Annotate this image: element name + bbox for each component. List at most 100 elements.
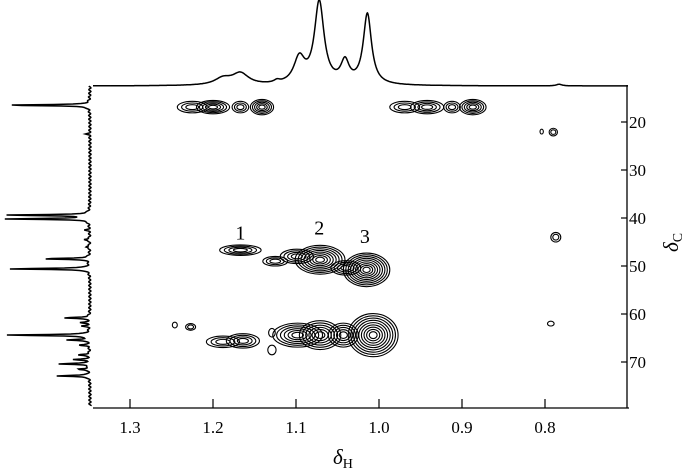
contour-level <box>466 103 480 112</box>
contour-level <box>195 99 231 115</box>
contour-level <box>546 320 555 327</box>
contour-level <box>458 98 487 116</box>
y-tick-label: 40 <box>629 209 646 228</box>
contour-level <box>198 101 228 114</box>
peak-label-3: 3 <box>360 226 370 248</box>
contour-level <box>463 101 482 113</box>
contour-level <box>287 251 307 261</box>
contour-level <box>223 245 258 255</box>
contour-level <box>272 322 324 348</box>
contour-level <box>301 322 339 348</box>
contour-level <box>417 102 437 112</box>
cross-peak <box>546 320 555 327</box>
cross-peak <box>389 100 421 114</box>
contour-level <box>338 331 348 339</box>
cross-peak <box>195 99 231 115</box>
contour-level <box>548 127 558 137</box>
cross-peak <box>268 327 276 338</box>
contour-level <box>413 101 441 113</box>
y-axis-ticks: 20 30 40 50 60 70 <box>621 113 646 372</box>
contour-level <box>368 331 378 340</box>
proton-1d-projection <box>93 0 628 87</box>
contour-level <box>461 100 485 114</box>
contour-level <box>204 103 222 111</box>
contour-level <box>421 104 434 110</box>
contour-level <box>294 244 346 275</box>
peak-label-2: 2 <box>314 218 324 240</box>
contour-level <box>283 250 311 263</box>
contour-level <box>279 248 314 265</box>
cross-peak <box>342 252 391 288</box>
carbon-1d-projection <box>4 85 92 407</box>
contour-level <box>359 264 374 275</box>
y-tick-label: 50 <box>629 257 646 276</box>
contour-level <box>205 335 241 349</box>
contour-level <box>552 233 560 241</box>
cross-peak <box>225 333 261 349</box>
cross-peak <box>298 320 342 351</box>
cross-peak <box>548 127 558 137</box>
contour-level <box>443 100 461 114</box>
x-tick-label: 1.1 <box>285 418 306 437</box>
contour-level <box>251 100 273 114</box>
contour-level <box>335 329 351 342</box>
contour-level <box>312 254 328 265</box>
contour-level <box>268 327 276 338</box>
cross-peak <box>539 128 544 135</box>
contour-level <box>279 326 316 344</box>
contour-level <box>366 328 381 342</box>
x-axis-title: δH <box>333 445 353 472</box>
contour-level <box>303 249 337 270</box>
contour-level <box>350 257 384 282</box>
contour-level <box>360 324 386 346</box>
cross-peak-contours <box>171 98 562 358</box>
contour-level <box>232 247 248 253</box>
contour-level <box>262 255 289 267</box>
contour-level <box>345 254 388 286</box>
contour-level <box>355 319 391 351</box>
contour-level <box>225 333 261 349</box>
cross-peak <box>205 335 241 349</box>
contour-level <box>314 331 326 339</box>
contour-level <box>350 315 397 355</box>
contour-level <box>219 244 262 256</box>
contour-level <box>347 256 386 284</box>
contour-level <box>187 324 195 330</box>
contour-level <box>358 322 389 349</box>
contour-level <box>210 337 236 347</box>
contour-level <box>298 320 342 351</box>
contour-level <box>550 231 562 243</box>
contour-level <box>171 321 178 329</box>
contour-level <box>231 100 250 114</box>
contour-level <box>297 246 343 274</box>
contour-level <box>176 100 208 114</box>
contour-level <box>201 102 225 112</box>
y-tick-label: 70 <box>629 353 646 372</box>
contour-level <box>447 104 457 111</box>
contour-level <box>283 328 312 343</box>
contour-level <box>445 102 459 112</box>
contour-level <box>256 103 268 112</box>
contour-level <box>468 104 477 110</box>
y-axis-title: δC <box>659 233 686 252</box>
cross-peak <box>443 100 461 114</box>
cross-peak <box>231 100 250 114</box>
contour-level <box>363 326 383 344</box>
contour-level <box>287 329 308 341</box>
contour-level <box>397 104 412 111</box>
x-tick-label: 1.3 <box>119 418 140 437</box>
contour-level <box>306 251 334 268</box>
contour-level <box>330 324 357 346</box>
x-tick-label: 0.9 <box>451 418 472 437</box>
peak-annotations: 1 2 3 <box>235 218 370 249</box>
x-axis-ticks: 1.3 1.2 1.1 1.0 0.9 0.8 <box>119 399 556 437</box>
contour-level <box>333 326 354 344</box>
contour-level <box>300 248 340 272</box>
contour-level <box>233 102 247 112</box>
cross-peak <box>249 98 275 116</box>
contour-level <box>291 331 304 339</box>
contour-level <box>305 324 335 346</box>
contour-level <box>352 317 394 353</box>
contour-level <box>315 256 326 263</box>
contour-level <box>354 261 379 279</box>
